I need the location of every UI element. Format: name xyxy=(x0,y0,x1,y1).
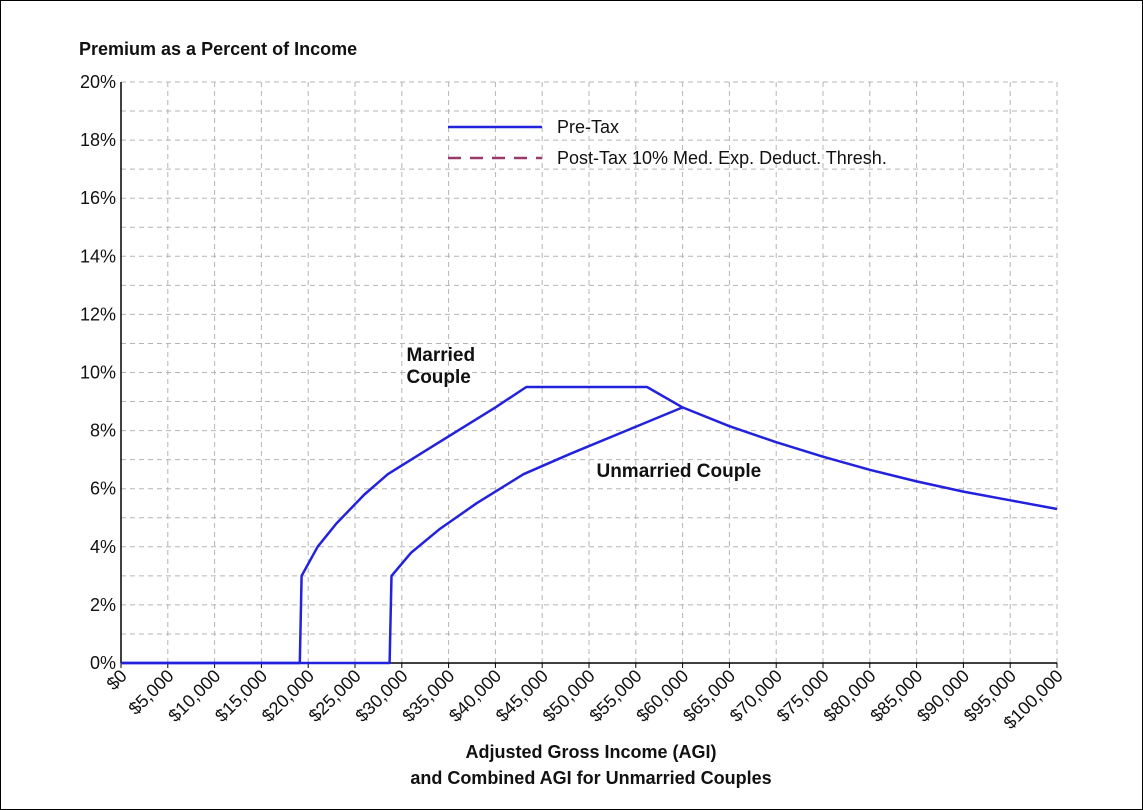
series-layer xyxy=(121,385,1058,665)
y-tick-label: 18% xyxy=(80,130,116,150)
y-tick-label: 6% xyxy=(90,479,116,499)
series-line-0-curve-0 xyxy=(121,385,1058,665)
annotation-layer: Married Couple Unmarried Couple xyxy=(406,345,761,482)
x-axis-label-line1: Adjusted Gross Income (AGI) xyxy=(465,742,716,762)
y-tick-label: 10% xyxy=(80,363,116,383)
y-tick-label: 16% xyxy=(80,188,116,208)
annotation-1: Unmarried Couple xyxy=(596,461,761,482)
chart-title: Premium as a Percent of Income xyxy=(79,39,357,59)
annotation-0: Married Couple xyxy=(406,345,475,388)
y-tick-label: 12% xyxy=(80,304,116,324)
series-line-0-curve-1 xyxy=(121,406,684,665)
legend-label-pre-tax: Pre-Tax xyxy=(557,117,619,137)
y-tick-label: 14% xyxy=(80,246,116,266)
x-tick-labels: $0$5,000$10,000$15,000$20,000$25,000$30,… xyxy=(103,663,1067,733)
y-tick-label: 4% xyxy=(90,537,116,557)
grid-layer xyxy=(121,81,1058,663)
y-tick-label: 20% xyxy=(80,72,116,92)
y-tick-labels: 0% 2% 4% 6% 8% 10% 12% 14% 16% 18% 20% xyxy=(80,72,116,673)
x-axis-label-line2: and Combined AGI for Unmarried Couples xyxy=(410,768,771,788)
y-tick-label: 8% xyxy=(90,421,116,441)
y-tick-label: 2% xyxy=(90,595,116,615)
y-tick-label: 0% xyxy=(90,653,116,673)
legend: Pre-Tax Post-Tax 10% Med. Exp. Deduct. T… xyxy=(448,117,887,168)
legend-label-post-tax: Post-Tax 10% Med. Exp. Deduct. Thresh. xyxy=(557,148,887,168)
